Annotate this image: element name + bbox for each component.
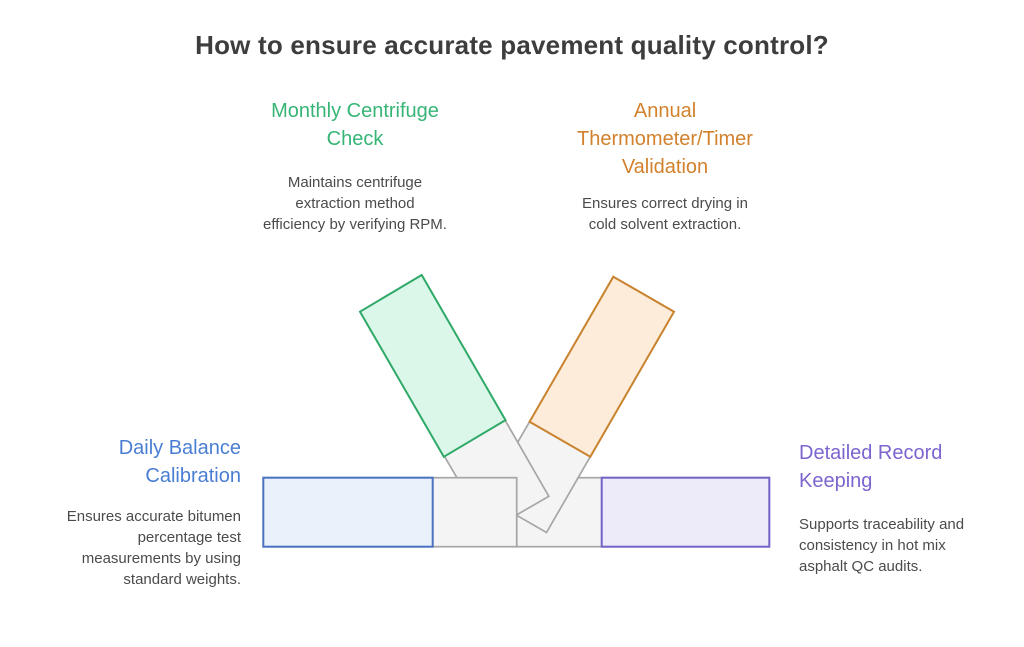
orange-stick-colored-segment [528,275,676,459]
page-title: How to ensure accurate pavement quality … [195,30,829,60]
section-body-annual-thermometer-timer-validation: Ensures correct drying in cold solvent e… [582,195,748,233]
purple-stick-colored-segment [600,476,771,548]
green-stick-colored-segment [358,273,507,459]
section-heading-detailed-record-keeping: Detailed Record Keeping [799,442,943,492]
section-body-daily-balance-calibration: Ensures accurate bitumen percentage test… [66,508,241,588]
section-heading-monthly-centrifuge-check: Monthly Centrifuge Check [271,100,439,150]
section-body-monthly-centrifuge-check: Maintains centrifuge extraction method e… [263,174,447,233]
section-heading-daily-balance-calibration: Daily Balance Calibration [118,437,241,487]
blue-stick-colored-segment [262,476,434,548]
section-heading-annual-thermometer-timer-validation: Annual Thermometer/Timer Validation [577,100,753,178]
section-body-detailed-record-keeping: Supports traceability and consistency in… [799,516,965,575]
